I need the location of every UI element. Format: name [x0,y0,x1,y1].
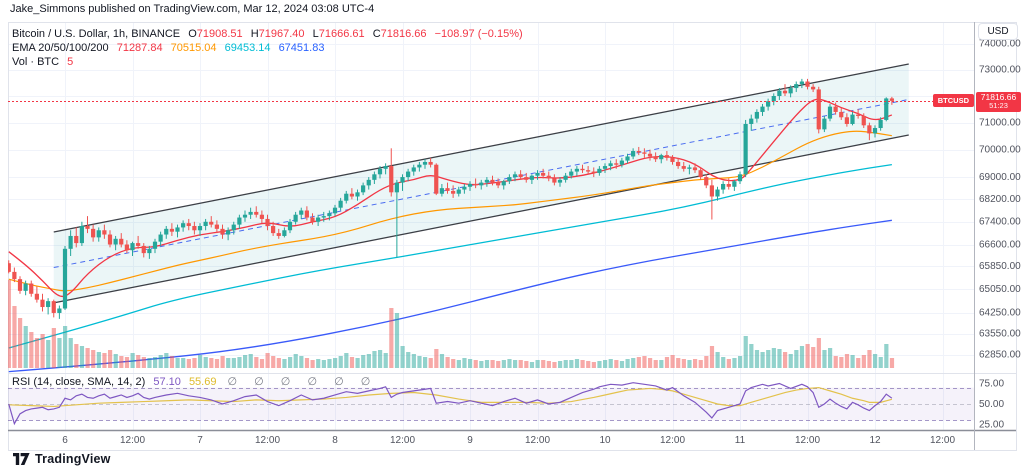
tradingview-attribution: TradingView [13,452,111,466]
rsi-title: RSI (14, close, SMA, 14, 2) [12,376,146,388]
high-value: 71967.40 [258,28,305,40]
rsi-value: 57.10 [153,376,181,388]
ema-title: EMA 20/50/100/200 [12,42,109,54]
currency-toggle-button[interactable]: USD [978,23,1018,40]
close-label: C71816.66 [372,28,427,40]
tradingview-brand-text: TradingView [35,452,111,466]
ema50-value: 70515.04 [170,42,217,54]
bar-countdown: 51:23 [989,101,1008,110]
volume-title: Vol · BTC [12,56,60,68]
symbol-title: Bitcoin / U.S. Dollar, 1h, BINANCE [12,28,181,40]
rsi-legend-row: RSI (14, close, SMA, 14, 2) 57.10 55.69 … [12,375,377,388]
chart-legend: Bitcoin / U.S. Dollar, 1h, BINANCE O7190… [12,27,523,69]
high-label: H71967.40 [250,28,305,40]
symbol-legend-row: Bitcoin / U.S. Dollar, 1h, BINANCE O7190… [12,27,523,41]
low-label: L71666.61 [312,28,365,40]
volume-legend-row: Vol · BTC 5 [12,55,523,69]
close-value: 71816.66 [380,28,427,40]
low-value: 71666.61 [318,28,365,40]
publish-byline: Jake_Simmons published on TradingView.co… [10,3,375,15]
last-price-value: 71816.66 [980,92,1017,102]
ema200-value: 67451.83 [278,42,325,54]
rsi-ma-value: 55.69 [188,376,217,388]
ema-legend-row: EMA 20/50/100/200 71287.84 70515.04 6945… [12,41,523,55]
symbol-price-tag: BTCUSD [932,94,974,107]
last-price-label: 71816.66 51:23 [976,92,1021,112]
change-value: −108.97 (−0.15%) [434,28,523,40]
tradingview-logo-icon [13,453,30,465]
open-label: O71908.51 [188,28,243,40]
ema100-value: 69453.14 [224,42,271,54]
ema20-value: 71287.84 [116,42,163,54]
open-value: 71908.51 [196,28,243,40]
rsi-empty-values: ∅ ∅ ∅ ∅ ∅ ∅ [227,376,378,388]
volume-value: 5 [67,56,74,68]
